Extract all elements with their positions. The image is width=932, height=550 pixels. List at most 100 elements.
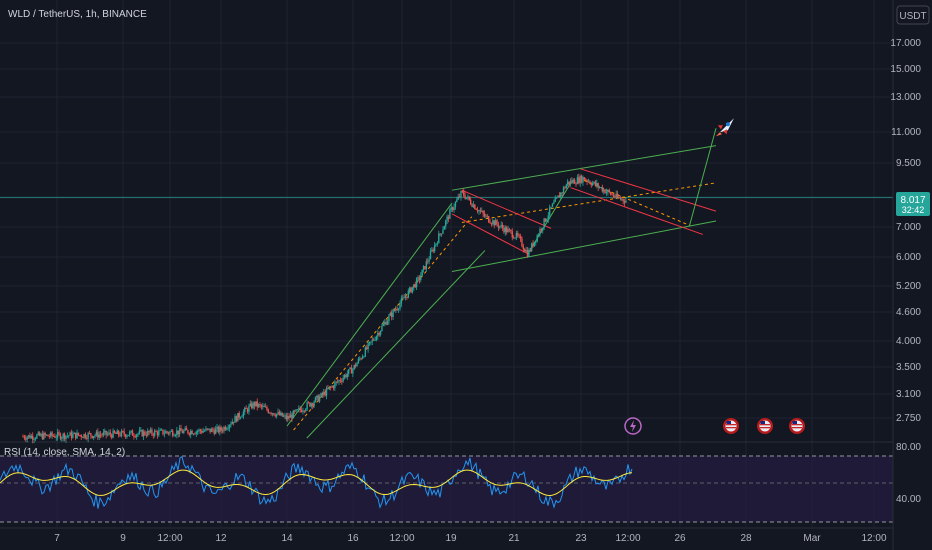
candle-body	[97, 431, 99, 438]
candle-body	[115, 432, 117, 434]
candle-body	[529, 249, 531, 251]
candle-body	[464, 195, 466, 199]
candle-body	[346, 373, 349, 378]
candle-body	[173, 435, 175, 437]
lightning-event-icon[interactable]	[624, 417, 642, 435]
candle-body	[614, 196, 616, 198]
candle-body	[266, 406, 268, 410]
time-axis[interactable]: 7 9 12:00 12 14 16 12:00 19 21 23 12:00 26 28 Mar 12:0…	[0, 527, 893, 544]
candle-body	[310, 403, 312, 407]
rsi-tick-label: 40.00	[896, 494, 921, 505]
candle-body	[475, 209, 477, 210]
candle-body	[332, 386, 335, 389]
candle-body	[372, 339, 375, 341]
candle-body	[104, 430, 106, 433]
candle-body	[539, 229, 541, 235]
candle-body	[262, 405, 264, 407]
candle-body	[278, 411, 281, 416]
projection-line	[689, 128, 717, 226]
candle-body	[51, 432, 53, 436]
candle-body	[314, 397, 317, 402]
candle-body	[63, 433, 66, 440]
candle-body	[288, 416, 290, 418]
candle-body	[318, 396, 321, 402]
event-icons[interactable]	[624, 417, 805, 435]
candle-body	[506, 227, 508, 233]
candle-body	[196, 431, 199, 433]
channel-midline	[583, 180, 690, 226]
candle-body	[511, 231, 513, 238]
candle-body	[463, 191, 465, 196]
candle-body	[578, 177, 580, 184]
us-flag-event-icon[interactable]	[723, 418, 739, 434]
candle-body	[325, 388, 328, 396]
candle-body	[517, 232, 519, 236]
candle-body	[148, 430, 150, 433]
price-axis[interactable]: 17.00015.00013.00011.0009.5008.5007.0006…	[890, 0, 921, 550]
candle-body	[417, 277, 419, 279]
currency-button[interactable]: USDT	[896, 5, 930, 25]
candle-body	[590, 183, 592, 186]
candle-body	[605, 191, 608, 194]
candle-body	[424, 266, 426, 270]
candle-body	[540, 229, 543, 231]
candle-body	[122, 431, 124, 432]
rsi-label: RSI (14, close, SMA, 14, 2)	[4, 447, 125, 458]
candle-body	[483, 213, 486, 217]
candle-body	[528, 249, 530, 257]
rsi-panel[interactable]	[0, 441, 893, 523]
channel-line	[306, 250, 486, 439]
candle-body	[144, 431, 146, 435]
candle-body	[307, 402, 310, 404]
candle-body	[395, 309, 397, 311]
channel-line	[286, 202, 453, 427]
candle-body	[399, 303, 401, 309]
candle-body	[274, 415, 276, 417]
candle-body	[609, 192, 612, 195]
candle-body	[562, 187, 565, 193]
candle-body	[504, 227, 507, 233]
candle-body	[371, 339, 373, 342]
candle-body	[269, 412, 271, 414]
candle-body	[23, 436, 26, 439]
candle-body	[163, 433, 166, 435]
candle-body	[575, 183, 577, 185]
candle-body	[374, 339, 376, 341]
candle-body	[220, 427, 222, 431]
candle-body	[393, 309, 396, 311]
us-flag-event-icon[interactable]	[757, 418, 773, 434]
candle-body	[532, 243, 534, 247]
candle-body	[364, 347, 367, 357]
candle-body	[352, 368, 354, 374]
candle-body	[142, 431, 145, 437]
candle-body	[91, 435, 93, 438]
candle-body	[153, 430, 156, 436]
candle-body	[366, 347, 368, 350]
us-flag-event-icon[interactable]	[789, 418, 805, 434]
candle-body	[392, 309, 394, 318]
candle-body	[408, 287, 411, 291]
candle-body	[293, 410, 296, 412]
candle-body	[311, 403, 314, 406]
candle-body	[554, 198, 556, 203]
candle-body	[361, 356, 364, 359]
candle-body	[27, 435, 30, 438]
candle-body	[105, 430, 107, 435]
candle-body	[431, 249, 433, 252]
candle-body	[302, 410, 304, 412]
candle-body	[22, 436, 24, 438]
candle-body	[299, 408, 301, 411]
candle-body	[26, 437, 28, 440]
candle-body	[151, 429, 153, 435]
candle-body	[623, 201, 626, 203]
candle-body	[438, 233, 440, 244]
candle-body	[343, 374, 346, 378]
candle-body	[421, 269, 423, 276]
candle-body	[440, 233, 443, 235]
candle-body	[59, 433, 62, 440]
candle-body	[356, 362, 358, 367]
candle-body	[406, 296, 408, 298]
candle-body	[48, 436, 51, 438]
